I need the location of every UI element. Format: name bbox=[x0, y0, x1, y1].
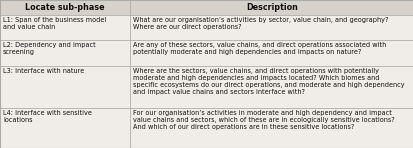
Text: Are any of these sectors, value chains, and direct operations associated with
po: Are any of these sectors, value chains, … bbox=[132, 42, 385, 55]
Text: L4: Interface with sensitive
locations: L4: Interface with sensitive locations bbox=[3, 110, 92, 123]
Text: Description: Description bbox=[245, 3, 297, 12]
Text: Locate sub-phase: Locate sub-phase bbox=[25, 3, 104, 12]
Bar bbox=[129, 15, 413, 40]
Text: What are our organisation’s activities by sector, value chain, and geography?
Wh: What are our organisation’s activities b… bbox=[132, 17, 387, 30]
Text: L1: Span of the business model
and value chain: L1: Span of the business model and value… bbox=[3, 17, 106, 30]
Bar bbox=[0, 40, 129, 66]
Text: L3: Interface with nature: L3: Interface with nature bbox=[3, 67, 84, 74]
Text: Where are the sectors, value chains, and direct operations with potentially
mode: Where are the sectors, value chains, and… bbox=[132, 67, 403, 95]
Bar bbox=[129, 40, 413, 66]
Bar bbox=[0, 108, 129, 148]
Bar bbox=[129, 0, 413, 15]
Bar bbox=[0, 0, 129, 15]
Text: For our organisation’s activities in moderate and high dependency and impact
val: For our organisation’s activities in mod… bbox=[132, 110, 393, 130]
Bar bbox=[0, 15, 129, 40]
Bar bbox=[0, 66, 129, 108]
Bar bbox=[129, 66, 413, 108]
Bar bbox=[129, 108, 413, 148]
Text: L2: Dependency and impact
screening: L2: Dependency and impact screening bbox=[3, 42, 95, 55]
